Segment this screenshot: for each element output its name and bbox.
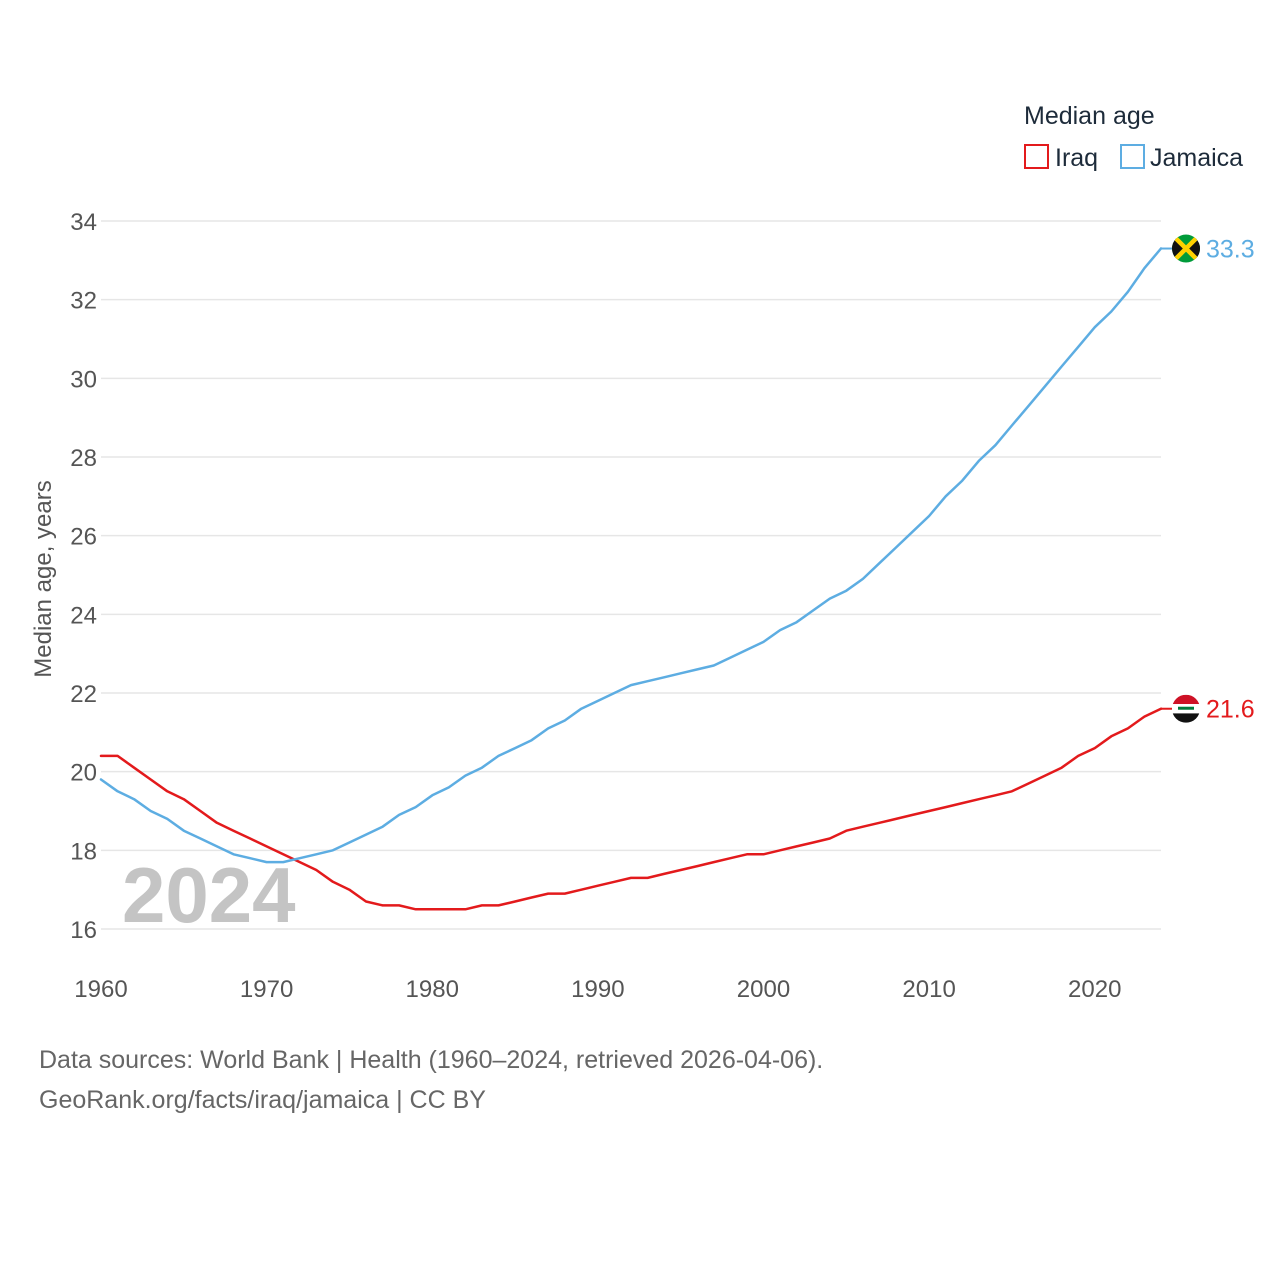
y-tick-label: 30 [70, 366, 97, 393]
y-axis-title: Median age, years [30, 480, 57, 677]
source-link[interactable]: GeoRank.org/facts/iraq/jamaica | CC BY [39, 1086, 486, 1114]
series-line-iraq[interactable] [99, 707, 1163, 911]
x-tick-label: 2010 [902, 976, 955, 1003]
x-tick-label: 2020 [1068, 976, 1121, 1003]
grid [101, 220, 1161, 930]
y-tick-label: 32 [70, 288, 97, 315]
y-tick-label: 16 [70, 917, 97, 944]
y-tick-label: 34 [70, 209, 97, 236]
x-axis: 1960 1970 1980 1990 2000 2010 2020 [74, 976, 1121, 1003]
data-source-note: Data sources: World Bank | Health (1960–… [39, 1046, 824, 1074]
legend-swatch-iraq[interactable] [1024, 144, 1049, 169]
legend-swatch-jamaica[interactable] [1120, 144, 1145, 169]
end-value-label-iraq: 21.6 [1206, 696, 1255, 724]
x-tick-label: 2000 [737, 976, 790, 1003]
y-tick-label: 26 [70, 524, 97, 551]
legend-label-iraq[interactable]: Iraq [1055, 144, 1098, 172]
x-tick-label: 1980 [406, 976, 459, 1003]
jamaica-flag-icon [1172, 234, 1200, 263]
series [99, 247, 1163, 911]
end-markers: 21.6 33.3 [1161, 234, 1255, 724]
year-watermark: 2024 [122, 851, 296, 939]
legend-label-jamaica[interactable]: Jamaica [1150, 144, 1243, 172]
x-tick-label: 1990 [571, 976, 624, 1003]
series-line-jamaica[interactable] [99, 247, 1163, 864]
y-tick-label: 20 [70, 760, 97, 787]
legend: Median age Iraq Jamaica [1024, 102, 1243, 172]
x-tick-label: 1970 [240, 976, 293, 1003]
y-axis: 16 18 20 22 24 26 28 30 32 34 [70, 209, 97, 944]
x-tick-label: 1960 [74, 976, 127, 1003]
footer: Data sources: World Bank | Health (1960–… [39, 1040, 823, 1120]
iraq-flag-icon [1172, 694, 1200, 723]
y-tick-label: 24 [70, 602, 97, 629]
y-tick-label: 28 [70, 445, 97, 472]
y-tick-label: 22 [70, 681, 97, 708]
end-value-label-jamaica: 33.3 [1206, 236, 1255, 264]
legend-title: Median age [1024, 102, 1155, 130]
y-tick-label: 18 [70, 838, 97, 865]
